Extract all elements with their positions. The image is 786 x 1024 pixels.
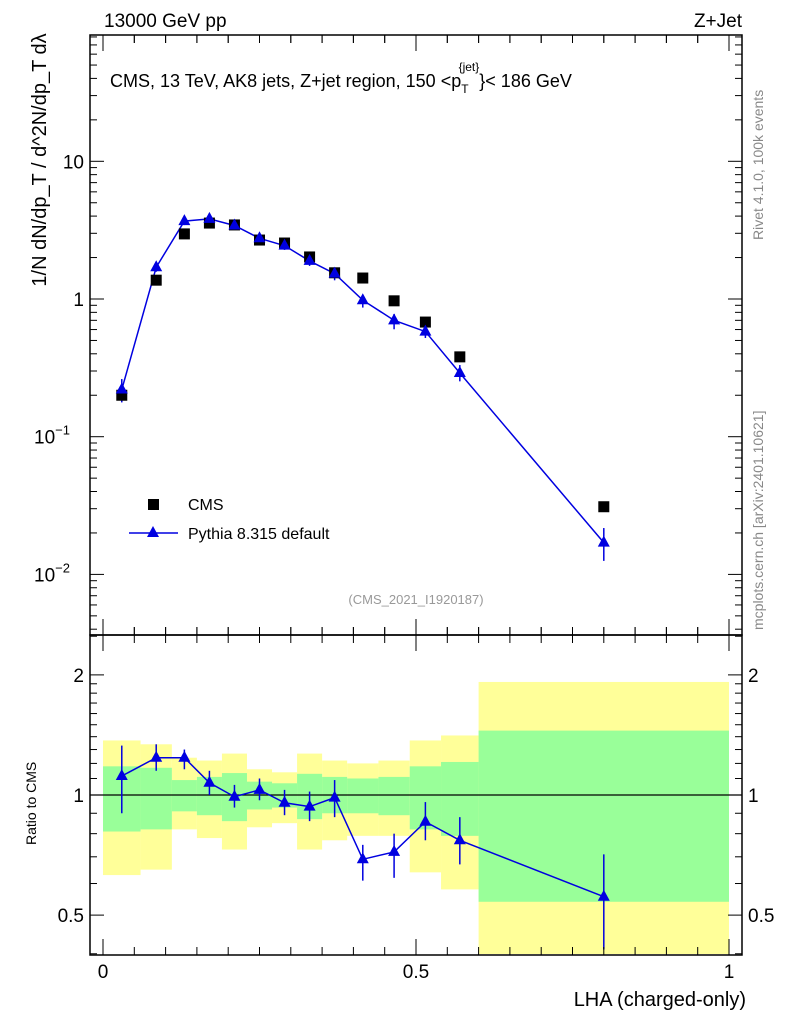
- mc-point: [303, 253, 316, 265]
- ratio-point: [419, 814, 432, 826]
- ratio-y-tick-label: 0.5: [58, 906, 84, 927]
- header-right: Z+Jet: [694, 11, 743, 32]
- mc-point: [115, 382, 128, 394]
- cms-point: [116, 389, 128, 401]
- ratio-point: [228, 789, 241, 801]
- tick-base: 10: [63, 152, 84, 173]
- ratio-point: [278, 795, 291, 807]
- svg-text:1/N dN/dp_T / d^2N/dp_T dλ: 1/N dN/dp_T / d^2N/dp_T dλ: [29, 33, 51, 286]
- y-tick-label: 10−2: [34, 560, 70, 586]
- y-tick-label: 1: [73, 290, 84, 311]
- tick-base: 10: [34, 565, 55, 586]
- ratio-line: [121, 756, 605, 898]
- tick-exponent: −1: [55, 423, 70, 438]
- y-tick-label: 10−1: [34, 423, 70, 449]
- mc-point: [253, 231, 266, 243]
- ratio-point: [453, 833, 466, 845]
- x-axis-label: LHA (charged-only): [574, 989, 746, 1011]
- cms-point: [178, 228, 190, 240]
- mcplots-label: mcplots.cern.ch [arXiv:2401.10621]: [750, 411, 766, 630]
- ratio-point: [303, 799, 316, 811]
- ratio-y-label: Ratio to CMS: [23, 762, 39, 845]
- mc-point: [203, 211, 216, 223]
- cms-point: [598, 501, 610, 513]
- rivet-label: Rivet 4.1.0, 100k events: [750, 90, 766, 240]
- main-panel: [115, 211, 610, 561]
- y-tick-label: 10: [63, 152, 84, 173]
- band-inner-bin: [171, 780, 197, 812]
- cms-point: [454, 351, 466, 363]
- mc-line: [121, 218, 605, 544]
- legend-mc-marker: [147, 526, 159, 537]
- ratio-point: [203, 775, 216, 787]
- cms-point: [150, 274, 162, 286]
- ratio-point: [150, 750, 163, 762]
- ratio-point: [253, 782, 266, 794]
- ratio-y-tick-label: 2: [748, 666, 759, 687]
- mc-point: [388, 313, 401, 325]
- x-tick-label: 0: [98, 962, 109, 983]
- main-frame: [89, 34, 743, 636]
- x-tick-label: 0.5: [403, 962, 429, 983]
- ratio-point: [388, 844, 401, 856]
- ratio-y-tick-label: 2: [73, 666, 84, 687]
- ratio-y-tick-label: 0.5: [748, 906, 774, 927]
- mc-point: [419, 324, 432, 336]
- header-left: 13000 GeV pp: [104, 11, 227, 32]
- legend-cms-marker: [148, 499, 159, 510]
- annotation: (CMS_2021_I1920187): [348, 592, 483, 607]
- band-inner-bin: [378, 776, 410, 816]
- tick-base: 10: [34, 428, 55, 449]
- band-inner-bin: [140, 767, 172, 830]
- ratio-point: [115, 768, 128, 780]
- cms-point: [357, 272, 369, 284]
- ratio-point: [597, 889, 610, 901]
- legend-cms-label: CMS: [188, 497, 224, 514]
- mc-point: [278, 238, 291, 250]
- ratio-y-tick-label: 1: [748, 786, 759, 807]
- ratio-point: [178, 750, 191, 762]
- cms-point: [419, 316, 431, 328]
- ratio-y-tick-label: 1: [73, 786, 84, 807]
- mc-point: [150, 260, 163, 272]
- legend: CMS Pythia 8.315 default: [129, 497, 330, 543]
- mc-point: [328, 266, 341, 278]
- band-inner-bin: [347, 778, 379, 814]
- mc-point: [228, 218, 241, 230]
- tick-base: 1: [73, 290, 84, 311]
- tick-exponent: −2: [55, 560, 70, 575]
- cms-point: [203, 217, 215, 229]
- plot-title: CMS, 13 TeV, AK8 jets, Z+jet region, 150…: [110, 60, 572, 96]
- ratio-panel: [90, 681, 742, 954]
- x-tick-label: 1: [724, 962, 735, 983]
- mc-point: [178, 214, 191, 226]
- cms-point: [388, 295, 400, 307]
- legend-mc-label: Pythia 8.315 default: [188, 526, 330, 543]
- ratio-point: [356, 852, 369, 864]
- mc-point: [453, 366, 466, 378]
- ratio-point: [328, 790, 341, 802]
- y-axis-label: 1/N dN/dp_T / d^2N/dp_T dλ: [29, 33, 51, 286]
- mc-point: [597, 535, 610, 547]
- mc-point: [356, 293, 369, 305]
